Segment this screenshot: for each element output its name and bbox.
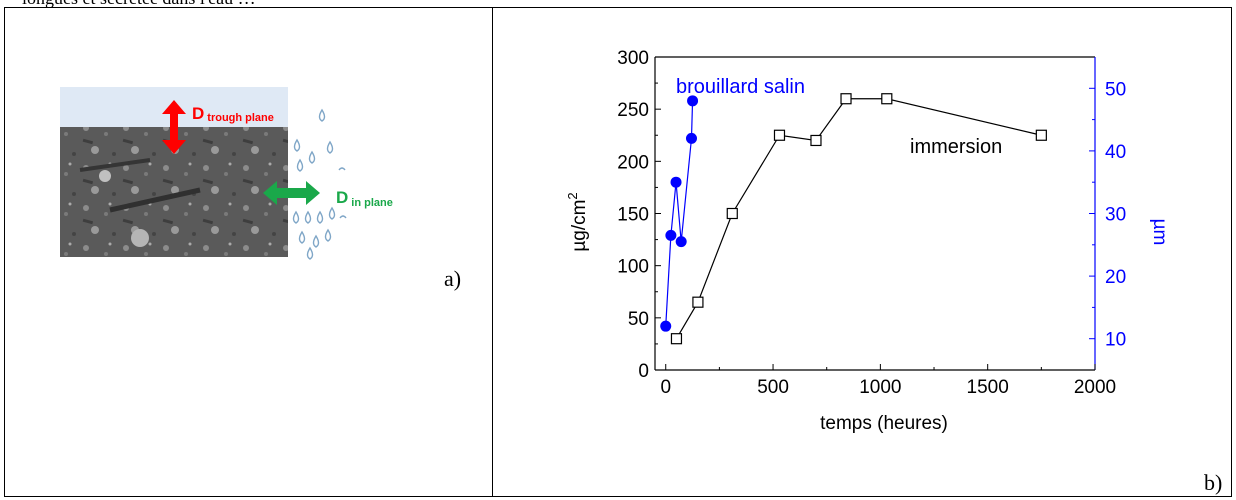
x-axis-label: temps (heures)	[820, 413, 948, 434]
y2-tick-label: 30	[1105, 205, 1126, 226]
red-double-arrow	[162, 100, 186, 154]
y-axis-label: µg/cm2	[565, 192, 590, 251]
tick-layer: 0 500 1000 1500 2000 0 50 100 150 200 250 300 10 20 30…	[617, 48, 1126, 398]
x-tick-label: 1000	[859, 377, 901, 398]
y-tick-label: 50	[628, 309, 649, 330]
data-point-brouillard-salin	[687, 95, 699, 107]
x-tick-label: 0	[660, 377, 671, 398]
x-tick-label: 2000	[1074, 377, 1116, 398]
y-tick-label: 150	[617, 205, 649, 226]
x-tick-label: 1500	[967, 377, 1009, 398]
panel-divider	[492, 7, 493, 497]
particle-2	[99, 170, 111, 182]
data-point-immersion	[810, 134, 822, 147]
panel-b-label: b)	[1204, 470, 1223, 495]
data-point-immersion	[773, 129, 786, 141]
y2-axis-label: µm	[1149, 219, 1170, 246]
data-point-brouillard-salin	[660, 320, 672, 332]
panel-a-label: a)	[444, 266, 462, 291]
fiber-1	[109, 187, 201, 213]
data-point-immersion	[670, 333, 683, 345]
fiber-2	[79, 158, 151, 172]
water-droplets	[292, 108, 347, 260]
y-tick-label: 200	[617, 152, 649, 173]
data-point-immersion	[881, 93, 893, 105]
figure-frame	[4, 7, 1232, 497]
y2-tick-label: 20	[1105, 267, 1126, 288]
data-point-immersion	[726, 207, 738, 220]
data-point-brouillard-salin	[675, 236, 687, 248]
y2-tick-label: 40	[1105, 142, 1126, 163]
data-point-brouillard-salin	[685, 132, 697, 144]
particle-1	[131, 229, 149, 247]
series-line-immersion	[675, 98, 1042, 340]
data-point-immersion	[692, 296, 704, 308]
y-tick-label: 100	[617, 257, 649, 278]
data-point-immersion	[1035, 129, 1047, 141]
y-tick-label: 300	[617, 48, 649, 69]
cut-text: longues et sécrétée dans l'eau …	[22, 0, 256, 8]
series-label-brouillard-salin: brouillard salin	[676, 76, 805, 98]
plot-area	[654, 56, 1096, 371]
series-layer	[660, 93, 1047, 345]
data-point-immersion	[840, 93, 852, 105]
data-point-brouillard-salin	[665, 229, 677, 241]
y-tick-label: 250	[617, 100, 649, 121]
top-cut-strip: longues et sécrétée dans l'eau …	[0, 0, 1236, 8]
green-double-arrow	[263, 181, 320, 205]
y2-tick-label: 50	[1105, 79, 1126, 100]
series-line-brouillard-salin	[665, 100, 694, 327]
data-point-brouillard-salin	[670, 176, 682, 188]
x-tick-label: 500	[757, 377, 789, 398]
y-tick-label: 0	[638, 361, 649, 382]
series-label-immersion: immersion	[910, 136, 1002, 158]
y2-tick-label: 10	[1105, 330, 1126, 351]
